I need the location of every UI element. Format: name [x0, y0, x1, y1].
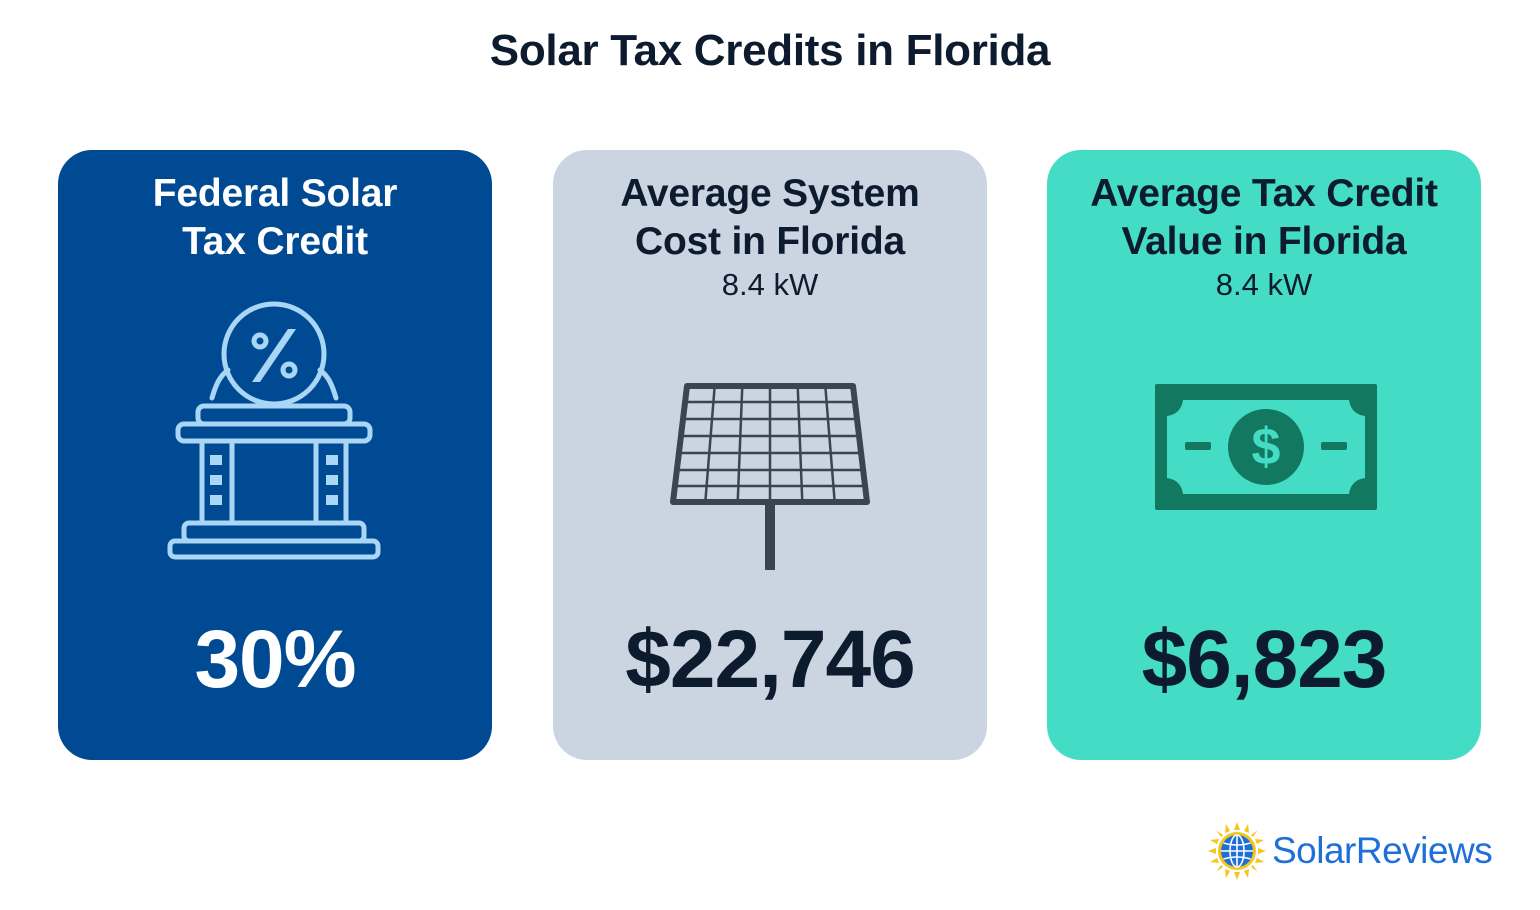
card-heading-line1: Average Tax Credit — [1090, 172, 1438, 215]
card-average-tax-credit-value: Average Tax Credit Value in Florida 8.4 … — [1047, 150, 1481, 760]
card-heading-line1: Federal Solar — [152, 172, 398, 215]
card-heading: Average System Cost in Florida — [553, 170, 987, 266]
card-subtitle: 8.4 kW — [1215, 267, 1313, 302]
card-heading-line2: Cost in Florida — [634, 220, 905, 263]
card-federal-tax-credit: Federal Solar Tax Credit — [58, 150, 492, 760]
dollar-bill-icon: $ — [1155, 384, 1377, 510]
solarreviews-logo: SolarReviews — [1208, 822, 1493, 880]
page-title: Solar Tax Credits in Florida — [489, 26, 1051, 75]
card-average-system-cost: Average System Cost in Florida 8.4 kW $2… — [553, 150, 987, 760]
card-subtitle: 8.4 kW — [721, 267, 819, 302]
card-heading: Federal Solar Tax Credit — [58, 170, 492, 266]
card-value: $6,823 — [1141, 614, 1388, 705]
svg-text:$: $ — [1252, 418, 1281, 476]
card-heading-line2: Value in Florida — [1121, 220, 1407, 263]
card-value: $22,746 — [625, 614, 915, 705]
card-heading: Average Tax Credit Value in Florida — [1047, 170, 1481, 266]
solar-panel-icon — [670, 383, 870, 570]
bank-percent-icon — [167, 301, 381, 560]
sun-globe-icon — [1208, 822, 1266, 880]
card-value: 30% — [194, 614, 356, 705]
card-heading-line1: Average System — [620, 172, 920, 215]
logo-text: SolarReviews — [1272, 830, 1493, 871]
card-heading-line2: Tax Credit — [182, 220, 368, 263]
